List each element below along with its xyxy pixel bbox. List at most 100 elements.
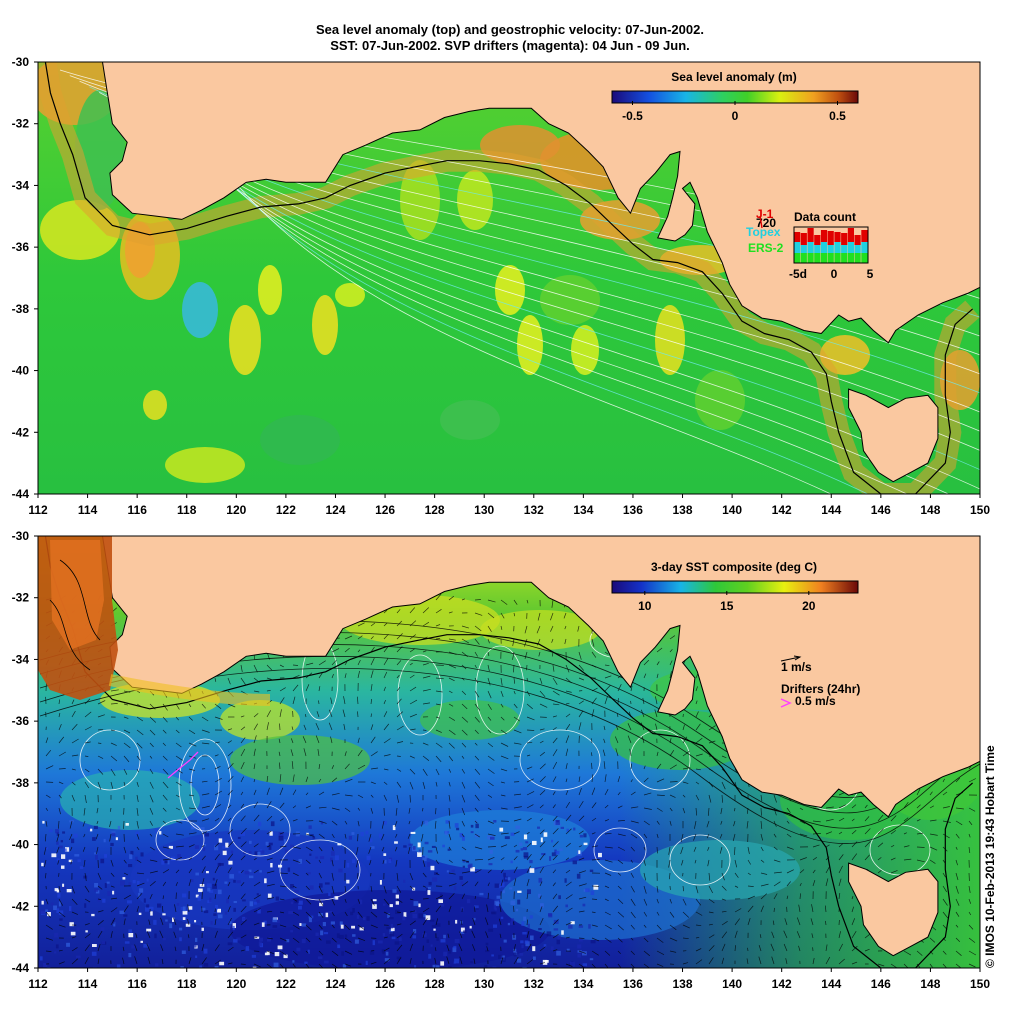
sea-level-anomaly-map xyxy=(38,62,980,494)
inset-bar-ers2 xyxy=(807,253,814,263)
lon-tick-label: 126 xyxy=(375,977,395,991)
sla-patch xyxy=(495,265,525,315)
shelf-isobath xyxy=(44,62,973,494)
lon-tick-label: 138 xyxy=(672,977,692,991)
lon-tick-label: 132 xyxy=(524,977,544,991)
sla-colorbar-ticks: -0.5 0 0.5 xyxy=(622,101,846,123)
sst-patch xyxy=(420,700,520,740)
lon-tick-label: 128 xyxy=(425,503,445,517)
lon-tick-label: 144 xyxy=(821,503,841,517)
lon-tick-label: 134 xyxy=(573,977,593,991)
svp-drifter-tracks xyxy=(167,751,199,779)
sla-colorbar-title: Sea level anomaly (m) xyxy=(671,70,796,84)
sla-contour xyxy=(397,654,443,736)
lon-tick-label: 136 xyxy=(623,977,643,991)
inset-bar-j1 xyxy=(807,228,814,242)
sla-patch xyxy=(540,275,600,325)
sla-patch xyxy=(258,265,282,315)
scale-arrow-icon xyxy=(780,656,801,662)
lon-tick-label: 148 xyxy=(920,977,940,991)
inset-bar-topex xyxy=(794,242,801,253)
lon-tick-label: 132 xyxy=(524,503,544,517)
inset-bar-topex xyxy=(800,245,807,253)
sla-contour xyxy=(229,803,291,857)
sla-patch xyxy=(165,447,245,483)
lat-tick-label: -38 xyxy=(12,302,30,316)
drifter-arrow-icon xyxy=(780,698,792,708)
title-line-2: SST: 07-Jun-2002. SVP drifters (magenta)… xyxy=(330,38,690,53)
lat-tick-label: -32 xyxy=(12,591,30,605)
sst-patch xyxy=(230,735,370,785)
lon-tick-label: 140 xyxy=(722,503,742,517)
inset-bar-ers2 xyxy=(854,253,861,263)
inset-bar-ers2 xyxy=(820,253,828,263)
inset-bar-topex xyxy=(820,242,828,253)
inset-bar-j1 xyxy=(827,231,834,245)
lon-tick-label: 138 xyxy=(672,503,692,517)
data-count-inset: Data count J-1 720 Topex ERS-2 -5d 0 5 xyxy=(746,207,874,281)
lon-tick-label: 116 xyxy=(128,503,148,517)
lat-tick-label: -40 xyxy=(12,364,30,378)
streamline xyxy=(138,114,980,413)
bottom-panel-frame xyxy=(37,535,981,969)
inset-bar-j1 xyxy=(800,233,807,245)
sla-patch xyxy=(517,315,543,375)
inset-bar-j1 xyxy=(861,230,868,242)
lon-tick-label: 130 xyxy=(474,977,494,991)
inset-bar-topex xyxy=(807,242,814,253)
sst-noise-speckle xyxy=(40,820,604,968)
sla-patch xyxy=(655,305,685,375)
inset-bar-topex xyxy=(854,245,861,253)
sst-colorbar-ticks: 10 15 20 xyxy=(638,591,816,613)
streamline xyxy=(196,148,908,494)
sla-patch xyxy=(182,282,218,338)
colorbar-tick-label: 10 xyxy=(638,599,652,613)
lon-tick-label: 120 xyxy=(226,977,246,991)
sla-contour xyxy=(593,827,647,873)
inset-tick-5: 5 xyxy=(867,267,874,281)
sst-patch xyxy=(480,610,600,650)
lon-tick-label: 142 xyxy=(772,977,792,991)
sla-patch xyxy=(335,283,365,307)
inset-bar-topex xyxy=(841,245,848,253)
figure-title: Sea level anomaly (top) and geostrophic … xyxy=(0,22,1020,54)
sla-contour xyxy=(475,645,525,735)
colorbar-tick-label: 0 xyxy=(732,109,739,123)
inset-bar-j1 xyxy=(820,230,828,242)
lat-tick-label: -30 xyxy=(12,55,30,69)
australia-landmass-sst xyxy=(38,536,980,818)
australia-landmass xyxy=(38,62,980,344)
lon-tick-label: 130 xyxy=(474,503,494,517)
inset-bar-topex xyxy=(814,245,821,253)
inset-bar-j1 xyxy=(841,233,848,245)
lon-tick-label: 148 xyxy=(920,503,940,517)
colorbar-tick-label: 20 xyxy=(802,599,816,613)
sst-colorbar-ramp xyxy=(611,580,859,594)
sla-colorbar: Sea level anomaly (m) -0.5 0 0.5 xyxy=(611,70,859,123)
sla-patch xyxy=(400,160,440,240)
streamline xyxy=(167,131,980,471)
inset-bar-j1 xyxy=(854,235,861,245)
streamline xyxy=(206,153,869,494)
inset-bar-j1 xyxy=(794,232,801,242)
lon-tick-label: 134 xyxy=(573,503,593,517)
inset-bar-topex xyxy=(847,242,854,253)
streamline xyxy=(147,120,980,432)
inset-bar-ers2 xyxy=(847,253,854,263)
sst-patch xyxy=(60,770,200,830)
inset-bar-ers2 xyxy=(841,253,848,263)
credit-text: © IMOS 10-Feb-2013 19:43 Hobart Time xyxy=(983,745,997,968)
sst-map xyxy=(38,536,980,968)
inset-frame xyxy=(793,226,869,264)
inset-title: Data count xyxy=(794,210,856,224)
lon-tick-label: 146 xyxy=(871,977,891,991)
inset-bar-ers2 xyxy=(827,253,834,263)
inset-bar-j1 xyxy=(847,228,854,242)
streamline xyxy=(187,142,950,494)
inset-tick-0: 0 xyxy=(831,267,838,281)
inset-label-topex: Topex xyxy=(746,225,781,239)
lon-tick-label: 114 xyxy=(78,977,98,991)
map-axes: 112 112 114 114 116 116 118 118 120 120 122 122 124 1… xyxy=(12,55,991,991)
lon-tick-label: 126 xyxy=(375,503,395,517)
lat-tick-label: -44 xyxy=(12,487,30,501)
